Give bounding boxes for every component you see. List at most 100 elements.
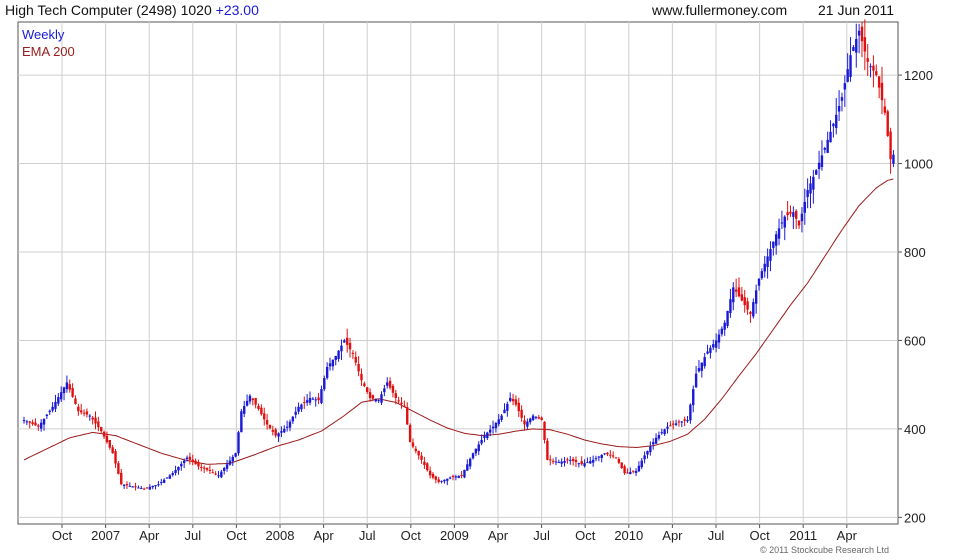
y-tick-label: 1000 (904, 157, 933, 172)
candle-body (820, 155, 824, 168)
candle-body (697, 368, 701, 372)
y-axis: 200 400 600 800 1000 1200 (898, 68, 933, 525)
candle-body (354, 356, 357, 363)
candle-body (700, 362, 704, 371)
candle-body (463, 469, 466, 478)
y-tick-label: 800 (904, 245, 926, 260)
candle-body (692, 389, 695, 406)
candle-body (480, 439, 483, 444)
candle-body (686, 420, 689, 422)
candle-body (285, 426, 289, 428)
candle-body (652, 442, 655, 445)
candle-body (583, 463, 586, 467)
candle-body (25, 421, 29, 423)
candle-body (743, 297, 746, 306)
candle-body (291, 416, 295, 422)
candle-body (68, 384, 71, 390)
candle-body (214, 473, 217, 475)
candle-body (446, 478, 449, 481)
candle-body (769, 249, 772, 261)
candle-body (609, 454, 612, 456)
candle-body (357, 363, 360, 372)
candle-body (706, 351, 709, 354)
candle-body (560, 461, 563, 464)
candle-body (883, 106, 887, 113)
candle-body (417, 450, 420, 456)
grid-lines (18, 22, 898, 524)
candle-body (666, 426, 669, 429)
candle-body (100, 426, 103, 432)
candle-body (294, 411, 297, 415)
x-tick-label: Apr (662, 528, 683, 543)
candle-body (45, 414, 49, 417)
candle-body (812, 176, 815, 190)
y-tick-label: 200 (904, 510, 926, 525)
candle-body (431, 473, 435, 478)
candle-body (840, 97, 844, 101)
candle-body (145, 487, 149, 489)
candle-body (303, 402, 306, 404)
candle-body (529, 418, 532, 423)
candle-body (271, 430, 275, 432)
candle-body (202, 467, 206, 469)
x-tick-label: 2010 (614, 528, 643, 543)
candle-body (569, 459, 572, 461)
candle-body (611, 455, 615, 457)
candle-body (71, 388, 74, 397)
x-axis: Oct 2007 Apr Jul Oct 2008 Apr Jul Oct 2009 Apr Jul O… (52, 524, 858, 543)
candle-body (486, 432, 489, 439)
candle-body (383, 388, 386, 393)
candle-body (157, 484, 160, 486)
candle-body (829, 131, 832, 143)
candle-body (105, 435, 109, 443)
candle-body (754, 290, 758, 304)
candle-body (371, 395, 375, 399)
candle-body (546, 440, 549, 460)
candle-body (797, 220, 801, 226)
x-tick-label: Oct (401, 528, 422, 543)
candle-body (729, 299, 732, 314)
candle-body (363, 383, 366, 387)
candle-body (200, 466, 203, 468)
candle-body (340, 345, 343, 352)
candle-body (826, 139, 829, 153)
candle-body (800, 213, 804, 222)
candle-body (457, 475, 460, 479)
candle-body (566, 459, 569, 461)
candle-body (714, 340, 718, 348)
candle-body (148, 486, 152, 490)
candle-body (411, 442, 415, 447)
candle-body (448, 477, 452, 479)
candle-body (511, 398, 515, 402)
candle-body (757, 278, 761, 286)
candle-body (334, 355, 337, 360)
candle-body (394, 393, 397, 398)
candle-body (131, 486, 134, 488)
candle-body (460, 474, 463, 476)
candle-body (280, 431, 283, 433)
candle-body (337, 350, 340, 359)
candle-body (260, 407, 263, 415)
candle-body (629, 472, 632, 475)
candle-body (268, 424, 272, 429)
candle-body (406, 407, 409, 425)
candle-body (91, 417, 94, 420)
candle-body (623, 466, 626, 474)
candle-body (543, 421, 546, 440)
candle-body (254, 398, 257, 405)
candle-body (434, 476, 438, 480)
candle-body (428, 470, 432, 476)
candle-body (723, 322, 726, 330)
candle-body (789, 211, 792, 214)
candle-body (500, 415, 503, 420)
candle-body (366, 387, 369, 393)
candle-body (746, 301, 749, 310)
candle-body (474, 448, 478, 454)
candle-body (643, 455, 646, 460)
candle-body (803, 201, 806, 213)
candle-body (626, 472, 629, 474)
candles (22, 19, 895, 491)
candle-body (654, 437, 658, 444)
candle-body (549, 459, 552, 461)
candle-body (857, 30, 861, 36)
